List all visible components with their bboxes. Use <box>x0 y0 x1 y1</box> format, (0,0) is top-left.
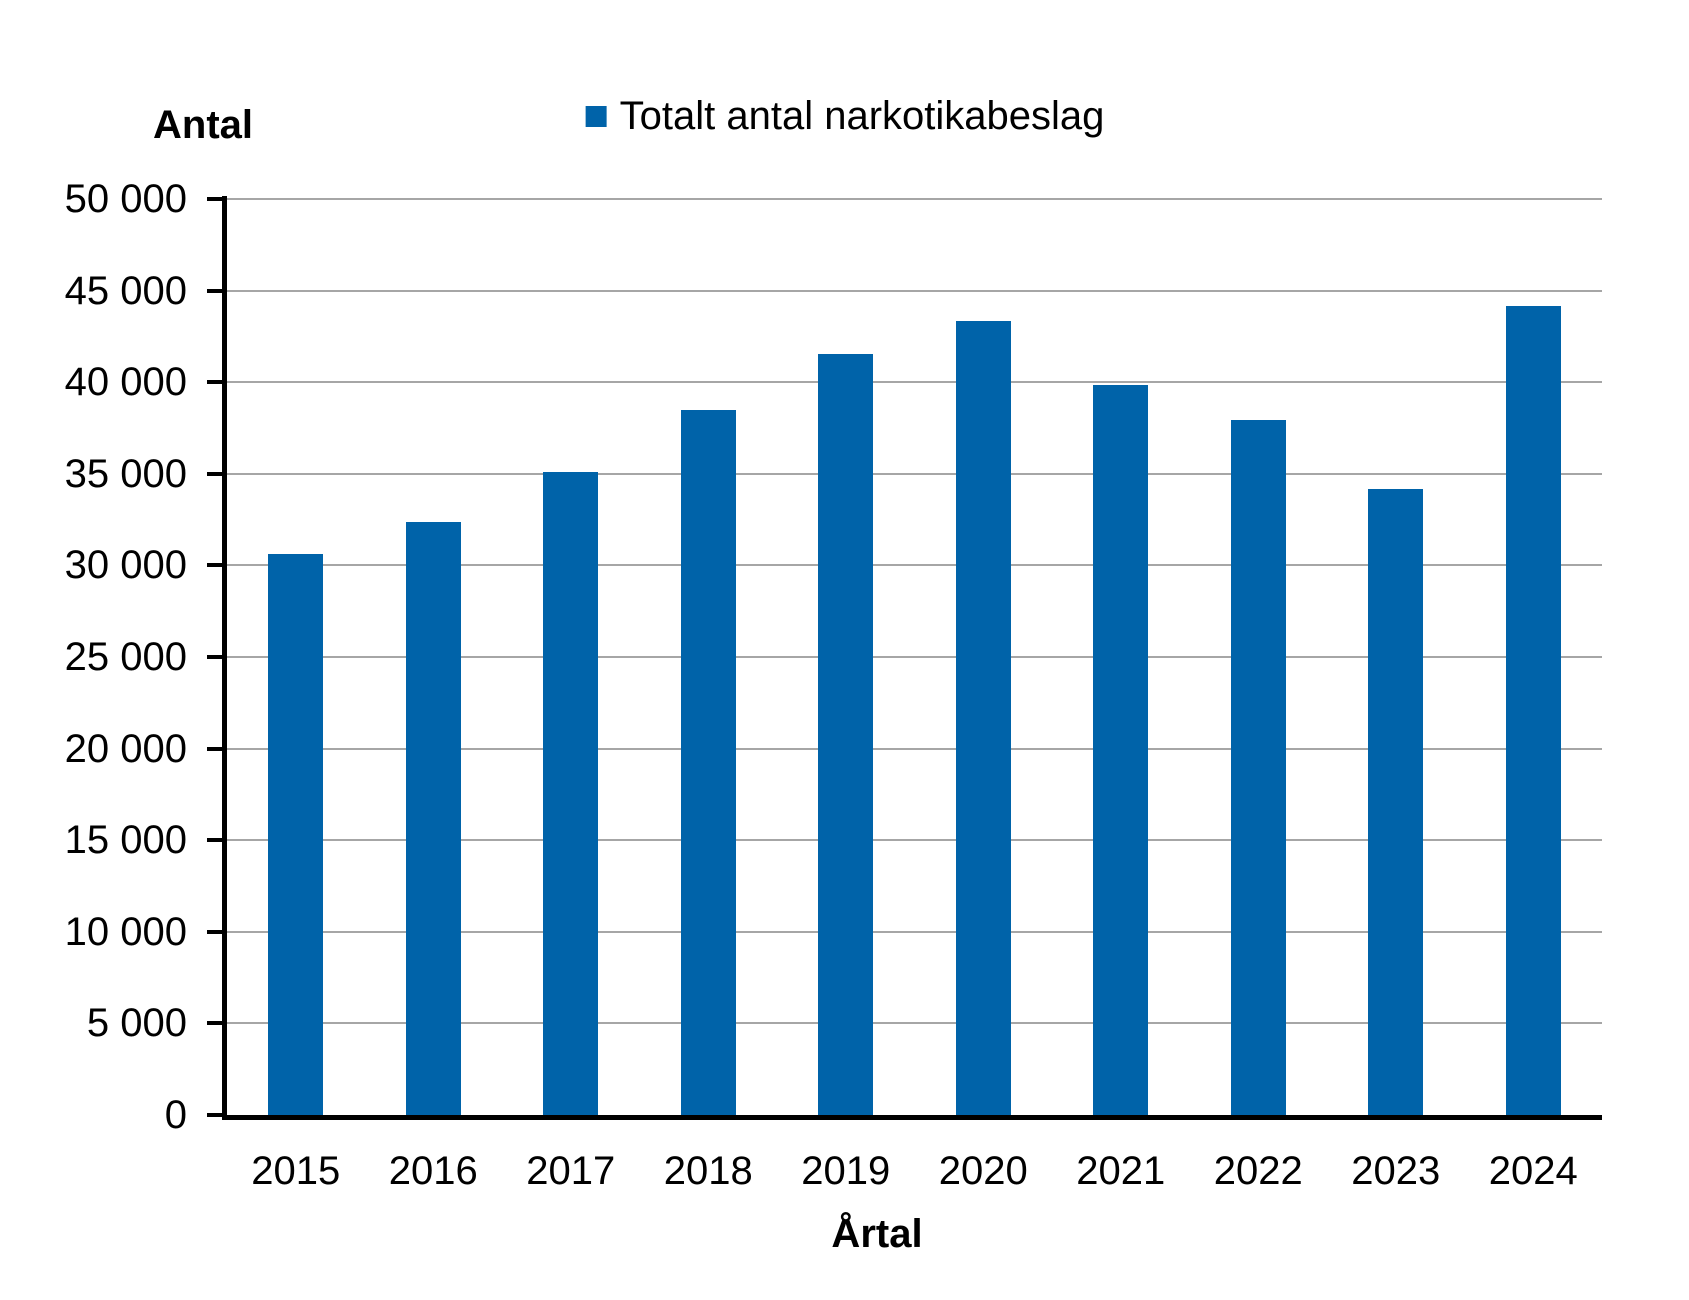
x-tick-label-2021: 2021 <box>1076 1149 1166 1193</box>
y-tick-45000 <box>207 288 227 293</box>
x-axis-line <box>222 1115 1602 1120</box>
y-tick-label-30000: 30 000 <box>64 543 187 588</box>
bar-2020 <box>955 320 1011 1115</box>
bar-2024 <box>1505 306 1561 1115</box>
y-tick-label-40000: 40 000 <box>64 360 187 405</box>
y-tick-35000 <box>207 471 227 476</box>
y-tick-label-15000: 15 000 <box>64 818 187 863</box>
bar-2021 <box>1093 384 1149 1115</box>
y-tick-label-35000: 35 000 <box>64 451 187 496</box>
x-tick-label-2015: 2015 <box>251 1149 341 1193</box>
gridline-5000 <box>227 1022 1602 1025</box>
y-tick-label-25000: 25 000 <box>64 635 187 679</box>
y-tick-40000 <box>207 380 227 385</box>
y-axis-title: Antal <box>153 103 253 147</box>
bar-2017 <box>543 471 599 1115</box>
x-tick-label-2017: 2017 <box>526 1149 616 1193</box>
y-tick-label-10000: 10 000 <box>64 909 187 954</box>
gridline-45000 <box>227 289 1602 292</box>
y-tick-5000 <box>207 1021 227 1026</box>
y-tick-label-20000: 20 000 <box>64 726 187 771</box>
y-tick-30000 <box>207 563 227 568</box>
y-tick-10000 <box>207 929 227 934</box>
gridline-20000 <box>227 747 1602 750</box>
legend-label: Totalt antal narkotikabeslag <box>619 94 1105 138</box>
legend-marker-icon <box>585 105 607 127</box>
gridline-15000 <box>227 839 1602 842</box>
legend: Totalt antal narkotikabeslag <box>585 92 1105 140</box>
x-tick-label-2020: 2020 <box>938 1149 1028 1193</box>
y-tick-label-50000: 50 000 <box>64 177 187 221</box>
y-tick-label-45000: 45 000 <box>64 268 187 313</box>
bar-2018 <box>680 409 736 1115</box>
gridline-40000 <box>227 381 1602 384</box>
bar-2022 <box>1230 419 1286 1115</box>
gridline-50000 <box>227 198 1602 200</box>
x-tick-label-2022: 2022 <box>1213 1149 1303 1193</box>
x-tick-label-2018: 2018 <box>663 1149 753 1193</box>
gridline-10000 <box>227 930 1602 933</box>
y-tick-15000 <box>207 838 227 843</box>
gridline-35000 <box>227 472 1602 475</box>
x-tick-label-2024: 2024 <box>1488 1149 1578 1193</box>
plot-area <box>227 198 1602 1115</box>
bar-2016 <box>405 522 461 1115</box>
y-tick-25000 <box>207 655 227 659</box>
y-tick-50000 <box>207 197 227 201</box>
bar-2015 <box>268 554 324 1115</box>
y-tick-label-5000: 5 000 <box>86 1001 187 1046</box>
y-tick-20000 <box>207 746 227 751</box>
y-tick-label-0: 0 <box>164 1093 187 1137</box>
gridline-25000 <box>227 656 1602 658</box>
x-axis-title: Årtal <box>831 1212 923 1256</box>
x-tick-label-2019: 2019 <box>801 1149 891 1193</box>
x-tick-label-2016: 2016 <box>388 1149 478 1193</box>
x-tick-label-2023: 2023 <box>1351 1149 1441 1193</box>
gridline-30000 <box>227 564 1602 567</box>
bar-2023 <box>1368 489 1424 1115</box>
y-tick-0 <box>207 1113 227 1117</box>
bar-2019 <box>818 353 874 1115</box>
